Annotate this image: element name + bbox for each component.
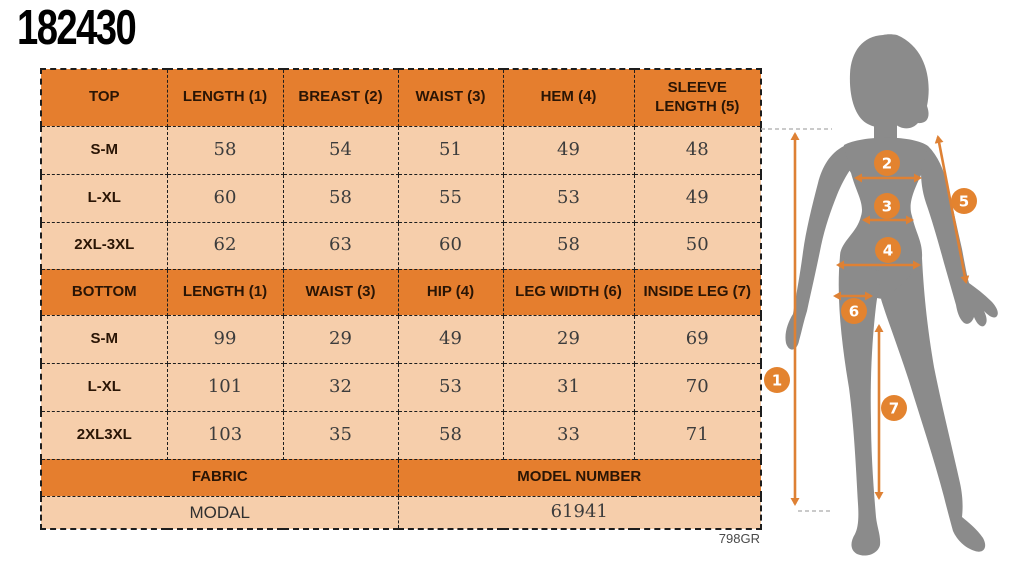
fabric-model-header-row: FABRIC MODEL NUMBER — [40, 458, 762, 497]
silhouette-left-leg — [838, 256, 883, 556]
cell-value: 32 — [282, 362, 399, 412]
footnote-code: 798GR — [718, 531, 760, 546]
svg-text:6: 6 — [849, 303, 859, 321]
cell-value: 35 — [282, 410, 399, 460]
cell-value: 58 — [397, 410, 504, 460]
size-label: S-M — [40, 125, 168, 175]
cell-value: 31 — [502, 362, 635, 412]
silhouette-head — [849, 34, 929, 129]
svg-text:3: 3 — [882, 198, 892, 216]
col-header-leg-width: LEG WIDTH (6) — [502, 268, 635, 316]
cell-value: 53 — [502, 173, 635, 223]
measurement-figure: 1 2 3 4 5 6 7 — [761, 34, 998, 556]
silhouette-right-leg — [881, 258, 986, 552]
cell-value: 62 — [166, 221, 284, 270]
cell-value: 50 — [633, 221, 762, 270]
cell-value: 103 — [166, 410, 284, 460]
cell-value: 71 — [633, 410, 762, 460]
cell-value: 29 — [282, 314, 399, 364]
marker-6: 6 — [841, 298, 867, 324]
marker-3: 3 — [874, 193, 900, 219]
cell-value: 49 — [502, 125, 635, 175]
svg-text:7: 7 — [889, 400, 899, 418]
size-label: 2XL-3XL — [40, 221, 168, 270]
woman-silhouette — [785, 34, 998, 556]
cell-value: 60 — [166, 173, 284, 223]
col-header-hem: HEM (4) — [502, 68, 635, 127]
table-row: 2XL-3XL 62 63 60 58 50 — [40, 221, 762, 270]
table-row: L-XL 101 32 53 31 70 — [40, 362, 762, 412]
size-label: L-XL — [40, 362, 168, 412]
size-label: 2XL3XL — [40, 410, 168, 460]
cell-value: 60 — [397, 221, 504, 270]
cell-value: 53 — [397, 362, 504, 412]
cell-value: 58 — [166, 125, 284, 175]
cell-value: 48 — [633, 125, 762, 175]
table-row: S-M 99 29 49 29 69 — [40, 314, 762, 364]
svg-text:5: 5 — [959, 193, 969, 211]
marker-1: 1 — [764, 367, 790, 393]
table-row: L-XL 60 58 55 53 49 — [40, 173, 762, 223]
col-header-top: TOP — [40, 68, 168, 127]
marker-4: 4 — [875, 237, 901, 263]
measurement-markers: 1 2 3 4 5 6 7 — [764, 150, 977, 421]
cell-value: 99 — [166, 314, 284, 364]
cell-value: 69 — [633, 314, 762, 364]
marker-5: 5 — [951, 188, 977, 214]
col-header-waist: WAIST (3) — [397, 68, 504, 127]
cell-value: 49 — [633, 173, 762, 223]
cell-value: 58 — [282, 173, 399, 223]
svg-text:2: 2 — [882, 155, 892, 173]
svg-text:4: 4 — [883, 242, 893, 260]
col-header-sleeve-length: SLEEVE LENGTH (5) — [633, 68, 762, 127]
cell-value: 101 — [166, 362, 284, 412]
col-header-length: LENGTH (1) — [166, 268, 284, 316]
table-row: S-M 58 54 51 49 48 — [40, 125, 762, 175]
model-number-value: 61941 — [397, 495, 762, 530]
silhouette-left-arm — [785, 146, 850, 350]
page-title: 182430 — [17, 1, 137, 55]
fabric-header: FABRIC — [40, 458, 399, 497]
fabric-value: MODAL — [40, 495, 399, 530]
col-header-inside-leg: INSIDE LEG (7) — [633, 268, 762, 316]
measurement-arrows — [790, 132, 970, 506]
cell-value: 49 — [397, 314, 504, 364]
size-label: S-M — [40, 314, 168, 364]
cell-value: 55 — [397, 173, 504, 223]
silhouette-right-arm — [921, 146, 998, 327]
cell-value: 29 — [502, 314, 635, 364]
arrow-sleeve — [934, 135, 970, 284]
top-header-row: TOP LENGTH (1) BREAST (2) WAIST (3) HEM … — [40, 68, 762, 127]
col-header-bottom: BOTTOM — [40, 268, 168, 316]
bottom-header-row: BOTTOM LENGTH (1) WAIST (3) HIP (4) LEG … — [40, 268, 762, 316]
size-chart-table: TOP LENGTH (1) BREAST (2) WAIST (3) HEM … — [40, 68, 762, 530]
table-row: 2XL3XL 103 35 58 33 71 — [40, 410, 762, 460]
marker-2: 2 — [874, 150, 900, 176]
cell-value: 51 — [397, 125, 504, 175]
col-header-hip: HIP (4) — [397, 268, 504, 316]
col-header-breast: BREAST (2) — [282, 68, 399, 127]
model-number-header: MODEL NUMBER — [397, 458, 762, 497]
col-header-length: LENGTH (1) — [166, 68, 284, 127]
cell-value: 63 — [282, 221, 399, 270]
cell-value: 54 — [282, 125, 399, 175]
size-label: L-XL — [40, 173, 168, 223]
cell-value: 70 — [633, 362, 762, 412]
cell-value: 58 — [502, 221, 635, 270]
fabric-model-value-row: MODAL 61941 — [40, 495, 762, 530]
marker-7: 7 — [881, 395, 907, 421]
cell-value: 33 — [502, 410, 635, 460]
col-header-waist: WAIST (3) — [282, 268, 399, 316]
svg-text:1: 1 — [772, 372, 782, 390]
